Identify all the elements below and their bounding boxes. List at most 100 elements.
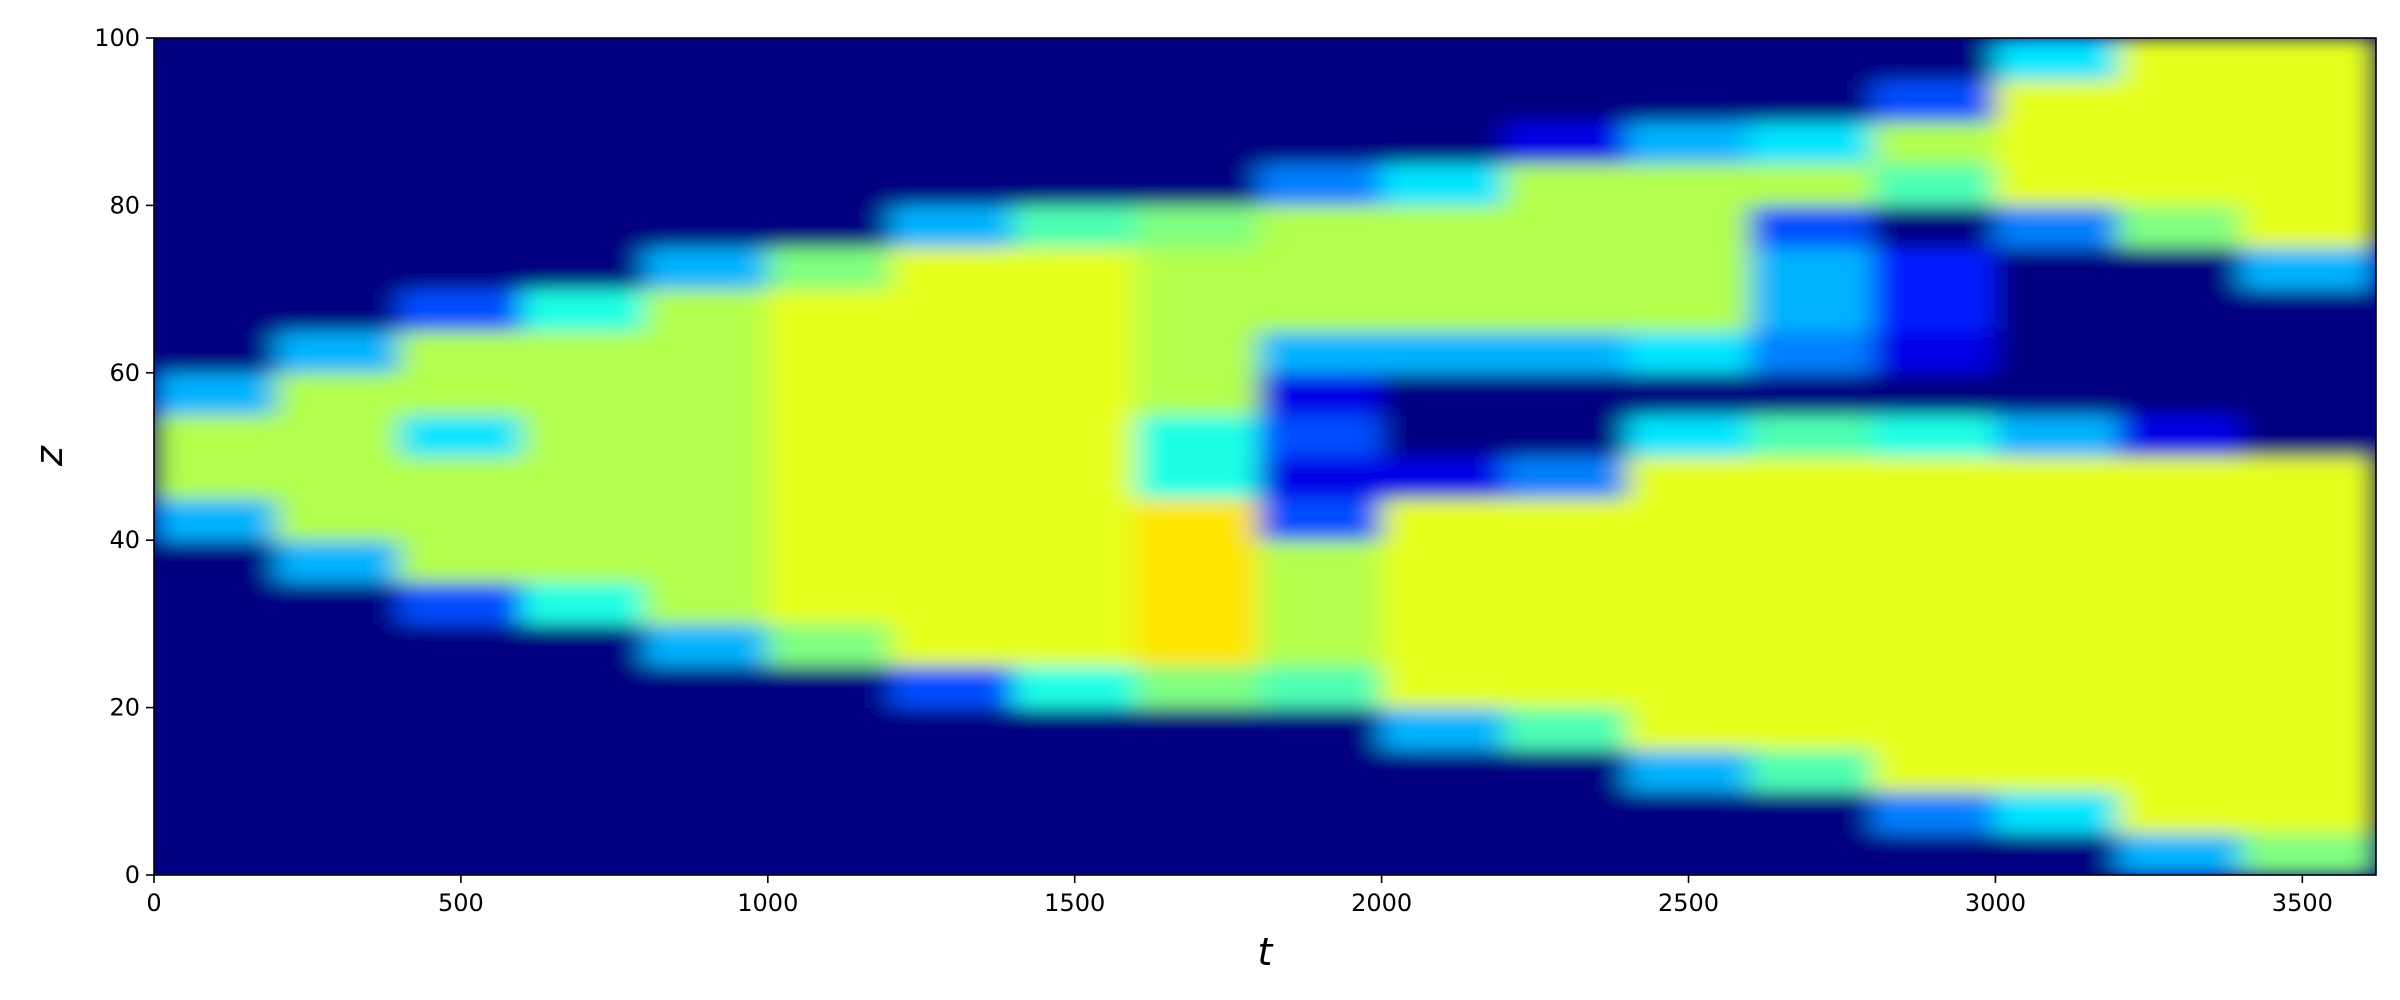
heatmap-cell [154, 832, 278, 875]
heatmap-cell [2240, 665, 2376, 709]
heatmap-cell [1749, 623, 1874, 667]
heatmap-cell [399, 539, 523, 583]
heatmap-cell [1994, 623, 2119, 667]
heatmap-cell [1626, 497, 1751, 541]
heatmap-cell [1749, 456, 1874, 499]
heatmap-cell [1381, 163, 1505, 206]
heatmap-cell [767, 581, 892, 625]
heatmap-cell [1626, 246, 1751, 290]
heatmap-cell [1749, 38, 1874, 81]
heatmap-cell [1135, 121, 1260, 165]
heatmap-cell [1503, 121, 1628, 165]
heatmap-cell [1872, 330, 1996, 374]
heatmap-cell [521, 121, 646, 165]
heatmap-cell [2240, 330, 2376, 374]
heatmap-cell [1626, 623, 1751, 667]
heatmap-cell [1503, 790, 1628, 834]
heatmap-cell [1994, 372, 2119, 416]
heatmap-cell [1749, 414, 1874, 457]
heatmap-cell [1626, 204, 1751, 248]
heatmap-cell [1994, 163, 2119, 206]
heatmap-cell [1258, 330, 1383, 374]
heatmap-cell [521, 246, 646, 290]
heatmap-cell [1381, 372, 1505, 416]
heatmap-cell [399, 204, 523, 248]
heatmap-cell [1012, 748, 1137, 792]
heatmap-cell [890, 330, 1014, 374]
heatmap-cell [644, 163, 769, 206]
heatmap-cell [154, 665, 278, 709]
heatmap-cell [521, 204, 646, 248]
heatmap-cell [1381, 581, 1505, 625]
heatmap-cell [276, 414, 401, 457]
heatmap-cell [644, 38, 769, 81]
heatmap-cell [521, 456, 646, 499]
heatmap-cell [276, 121, 401, 165]
heatmap-cell [521, 414, 646, 457]
heatmap-cell [1872, 204, 1996, 248]
heatmap-cell [399, 497, 523, 541]
heatmap-cell [890, 79, 1014, 123]
heatmap-cell [2117, 456, 2242, 499]
heatmap-cell [767, 38, 892, 81]
heatmap-cell [276, 790, 401, 834]
heatmap-cell [521, 748, 646, 792]
x-axis-label: t [1258, 930, 1275, 974]
heatmap-cell [644, 581, 769, 625]
heatmap-cell [890, 665, 1014, 709]
heatmap-cell [1012, 665, 1137, 709]
heatmap-cell [2240, 581, 2376, 625]
heatmap-cell [2240, 790, 2376, 834]
heatmap-cell [1503, 748, 1628, 792]
heatmap-cell [1872, 497, 1996, 541]
heatmap-cell [1135, 163, 1260, 206]
heatmap-cell [1503, 246, 1628, 290]
heatmap-cell [644, 79, 769, 123]
heatmap-cell [1994, 288, 2119, 332]
heatmap-cells [154, 38, 2376, 875]
heatmap-cell [890, 246, 1014, 290]
heatmap-cell [1135, 246, 1260, 290]
heatmap-cell [276, 204, 401, 248]
heatmap-cell [2240, 707, 2376, 750]
heatmap-cell [2117, 497, 2242, 541]
heatmap-cell [1012, 414, 1137, 457]
heatmap-cell [1135, 623, 1260, 667]
heatmap-cell [1994, 414, 2119, 457]
heatmap-cell [1872, 121, 1996, 165]
heatmap-cell [2117, 707, 2242, 750]
heatmap-cell [1135, 832, 1260, 875]
heatmap-cell [2117, 330, 2242, 374]
heatmap-cell [2117, 246, 2242, 290]
heatmap-cell [1258, 163, 1383, 206]
heatmap-cell [644, 330, 769, 374]
heatmap-cell [2240, 456, 2376, 499]
heatmap-cell [644, 623, 769, 667]
heatmap-cell [276, 79, 401, 123]
heatmap-cell [1749, 790, 1874, 834]
heatmap-cell [1872, 665, 1996, 709]
plot-area [154, 38, 2376, 875]
heatmap-cell [1872, 790, 1996, 834]
heatmap-cell [1626, 456, 1751, 499]
heatmap-cell [1258, 456, 1383, 499]
heatmap-cell [276, 456, 401, 499]
y-tick-label: 80 [109, 191, 140, 219]
heatmap-cell [521, 539, 646, 583]
heatmap-cell [154, 790, 278, 834]
heatmap-cell [1381, 246, 1505, 290]
heatmap-cell [767, 665, 892, 709]
heatmap-cell [399, 581, 523, 625]
heatmap-cell [1626, 832, 1751, 875]
heatmap-cell [276, 38, 401, 81]
heatmap-cell [399, 790, 523, 834]
heatmap-cell [890, 456, 1014, 499]
heatmap-cell [2117, 832, 2242, 875]
heatmap-cell [521, 372, 646, 416]
heatmap-cell [1749, 121, 1874, 165]
heatmap-cell [767, 163, 892, 206]
heatmap-cell [1872, 79, 1996, 123]
heatmap-cell [1994, 330, 2119, 374]
heatmap-cell [2240, 121, 2376, 165]
heatmap-cell [1381, 38, 1505, 81]
